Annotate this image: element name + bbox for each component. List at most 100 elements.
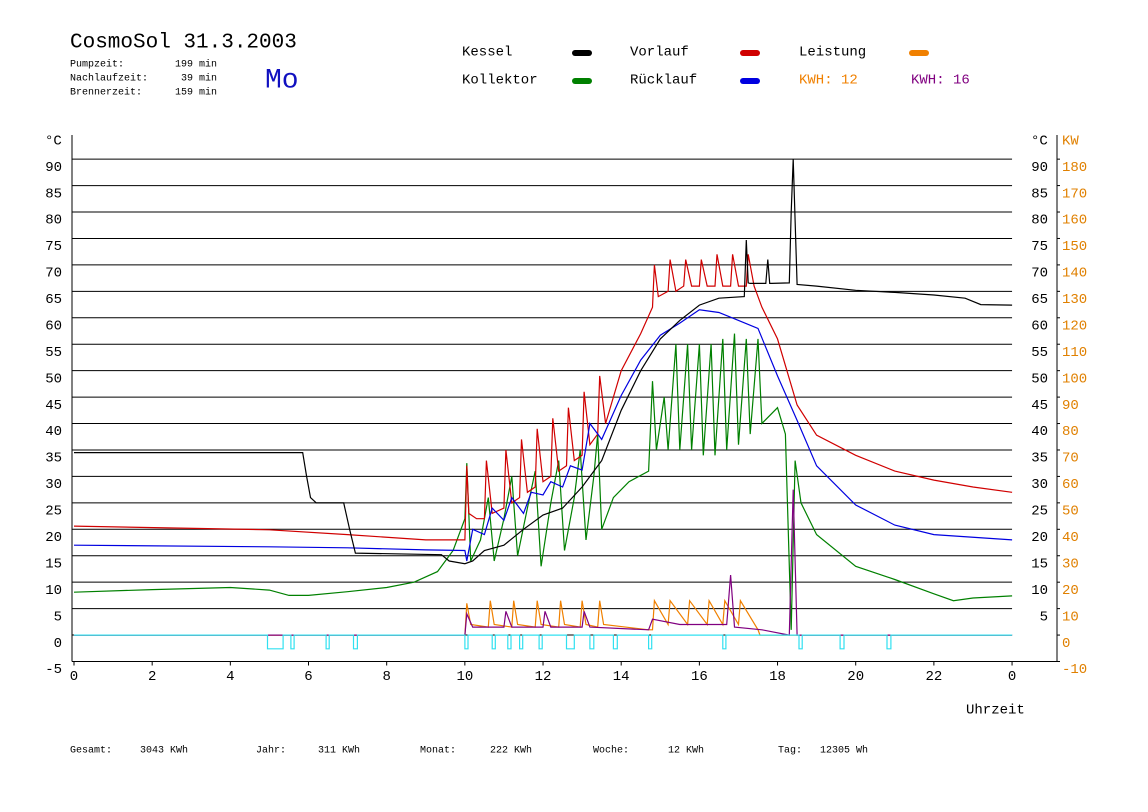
total-label: Tag: bbox=[778, 746, 802, 757]
y-tick-label-right: 20 bbox=[1031, 530, 1048, 546]
x-tick-label: 8 bbox=[382, 669, 390, 685]
energy-value: 16 bbox=[953, 73, 970, 89]
y-tick-label: 90 bbox=[45, 160, 62, 176]
x-tick-label: 4 bbox=[226, 669, 234, 685]
y-tick-label: 25 bbox=[45, 504, 62, 520]
x-tick-label: 2 bbox=[148, 669, 156, 685]
y-tick-label: 65 bbox=[45, 292, 62, 308]
energy-label: KWH: bbox=[911, 73, 945, 89]
y-tick-label: 40 bbox=[45, 424, 62, 440]
total-value: 12 KWh bbox=[668, 745, 704, 757]
y-tick-label: 75 bbox=[45, 239, 62, 255]
y2-tick-label: 0 bbox=[1062, 636, 1070, 652]
x-tick-label: 14 bbox=[613, 669, 630, 685]
y-tick-label: 60 bbox=[45, 318, 62, 334]
y-tick-label-right: 65 bbox=[1031, 292, 1048, 308]
energy-label: KWH: bbox=[799, 73, 833, 89]
total-value: 311 KWh bbox=[318, 745, 360, 757]
series-line bbox=[74, 634, 1013, 650]
x-tick-label: 6 bbox=[304, 669, 312, 685]
title: CosmoSol 31.3.2003 bbox=[70, 32, 297, 55]
legend-label: Rücklauf bbox=[630, 73, 697, 89]
y-tick-label-right: 55 bbox=[1031, 345, 1048, 361]
x-tick-label: 22 bbox=[925, 669, 942, 685]
y-tick-label: 15 bbox=[45, 556, 62, 572]
y-tick-label: 70 bbox=[45, 266, 62, 282]
stat-value: 199 min bbox=[175, 59, 217, 71]
y-unit-right: °C bbox=[1031, 134, 1048, 150]
y-tick-label-right: 25 bbox=[1031, 504, 1048, 520]
y-tick-label-right: 50 bbox=[1031, 371, 1048, 387]
x-tick-label: 0 bbox=[70, 669, 78, 685]
total-label: Gesamt: bbox=[70, 746, 112, 757]
y-tick-label-right: 10 bbox=[1031, 583, 1048, 599]
y2-tick-label: 170 bbox=[1062, 186, 1087, 202]
y2-tick-label: 80 bbox=[1062, 424, 1079, 440]
y2-tick-label: 30 bbox=[1062, 556, 1079, 572]
y-tick-label-right: 60 bbox=[1031, 318, 1048, 334]
y-tick-label-right: 90 bbox=[1031, 160, 1048, 176]
y2-tick-label: -10 bbox=[1062, 662, 1087, 678]
y2-tick-label: 110 bbox=[1062, 345, 1087, 361]
y2-tick-label: 130 bbox=[1062, 292, 1087, 308]
y-tick-label-right: 75 bbox=[1031, 239, 1048, 255]
y-tick-label-right: 15 bbox=[1031, 556, 1048, 572]
day: Mo bbox=[265, 65, 299, 96]
y-tick-label: -5 bbox=[45, 662, 62, 678]
total-value: 222 KWh bbox=[490, 745, 532, 757]
y-tick-label-right: 35 bbox=[1031, 451, 1048, 467]
y-tick-label: 10 bbox=[45, 583, 62, 599]
series-line bbox=[74, 598, 1013, 636]
x-tick-label: 16 bbox=[691, 669, 708, 685]
y2-tick-label: 100 bbox=[1062, 371, 1087, 387]
y-tick-label: 30 bbox=[45, 477, 62, 493]
y-tick-label-right: 80 bbox=[1031, 213, 1048, 229]
y-tick-label: 5 bbox=[54, 609, 62, 625]
legend-label: Vorlauf bbox=[630, 45, 689, 61]
y-tick-label-right: 30 bbox=[1031, 477, 1048, 493]
y2-tick-label: 10 bbox=[1062, 609, 1079, 625]
y-tick-label: 50 bbox=[45, 371, 62, 387]
total-value: 12305 Wh bbox=[820, 745, 868, 757]
y-tick-label: 55 bbox=[45, 345, 62, 361]
stat-label: Brennerzeit: bbox=[70, 87, 142, 99]
y2-unit: KW bbox=[1062, 134, 1079, 150]
energy-value: 12 bbox=[841, 73, 858, 89]
stat-label: Pumpzeit: bbox=[70, 59, 124, 71]
series-line bbox=[73, 309, 1013, 562]
y2-tick-label: 120 bbox=[1062, 318, 1087, 334]
y2-tick-label: 70 bbox=[1062, 451, 1079, 467]
total-label: Jahr: bbox=[256, 745, 286, 757]
y-tick-label: 80 bbox=[45, 213, 62, 229]
x-axis-label: Uhrzeit bbox=[966, 703, 1025, 719]
y2-tick-label: 40 bbox=[1062, 530, 1079, 546]
y2-tick-label: 60 bbox=[1062, 477, 1079, 493]
x-tick-label: 12 bbox=[535, 669, 552, 685]
y2-tick-label: 160 bbox=[1062, 213, 1087, 229]
x-tick-label: 20 bbox=[847, 669, 864, 685]
y-tick-label-right: 40 bbox=[1031, 424, 1048, 440]
y2-tick-label: 150 bbox=[1062, 239, 1087, 255]
y2-tick-label: 180 bbox=[1062, 160, 1087, 176]
stat-value: 39 min bbox=[181, 73, 217, 85]
y-tick-label: 20 bbox=[45, 530, 62, 546]
y-unit: °C bbox=[45, 134, 62, 150]
legend-label: Kessel bbox=[462, 45, 512, 61]
stat-label: Nachlaufzeit: bbox=[70, 73, 148, 85]
x-tick-label: 10 bbox=[456, 669, 473, 685]
y2-tick-label: 20 bbox=[1062, 583, 1079, 599]
series-line bbox=[74, 159, 1013, 565]
y-tick-label-right: 5 bbox=[1040, 609, 1048, 625]
total-label: Monat: bbox=[420, 746, 456, 757]
x-tick-label: 0 bbox=[1008, 669, 1016, 685]
y-tick-label: 35 bbox=[45, 451, 62, 467]
stat-value: 159 min bbox=[175, 87, 217, 99]
y-tick-label-right: 85 bbox=[1031, 186, 1048, 202]
y-tick-label: 45 bbox=[45, 398, 62, 414]
legend-label: Kollektor bbox=[462, 73, 538, 89]
y2-tick-label: 90 bbox=[1062, 398, 1079, 414]
series-line bbox=[74, 489, 1013, 636]
y-tick-label: 85 bbox=[45, 186, 62, 202]
